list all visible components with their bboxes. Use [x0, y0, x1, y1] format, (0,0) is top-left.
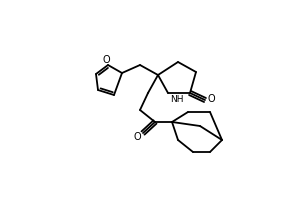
Text: O: O — [207, 94, 214, 104]
Text: O: O — [133, 132, 141, 142]
Text: NH: NH — [170, 95, 184, 104]
Text: O: O — [102, 55, 110, 65]
